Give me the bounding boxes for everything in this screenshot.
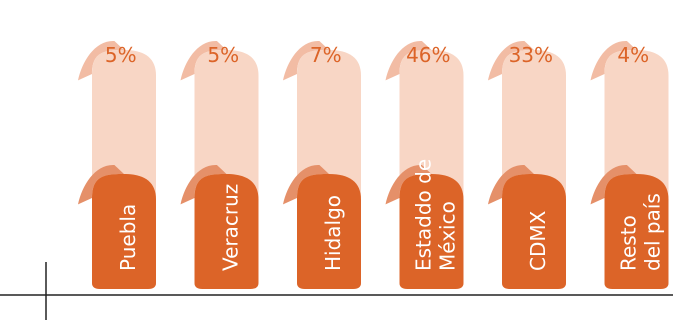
bar (297, 174, 361, 289)
bar-edge (590, 164, 637, 205)
bar-edge (385, 164, 432, 205)
category-label: Estaddo de México (412, 159, 460, 271)
category-label-line: Resto (617, 215, 641, 271)
value-label: 5% (105, 43, 137, 67)
category-label-line: México (436, 201, 460, 271)
bar-background-edge (590, 40, 637, 81)
bar-background-edge (283, 40, 329, 81)
category-label-line: Hidalgo (321, 195, 345, 271)
category-label-line: Estaddo de (412, 159, 436, 271)
bar-background-edge (180, 40, 227, 81)
category-label: CDMX (526, 210, 550, 271)
bar (194, 174, 259, 289)
category-label: Veracruz (219, 184, 243, 271)
value-label: 4% (617, 43, 649, 67)
bar-edge (180, 164, 227, 205)
bar-edge (283, 164, 329, 205)
category-label: Hidalgo (321, 195, 345, 271)
value-label: 5% (207, 43, 239, 67)
bar (502, 174, 566, 289)
bar (92, 174, 156, 289)
category-label-line: Veracruz (219, 184, 243, 271)
bar-edge (78, 164, 124, 205)
value-label: 33% (509, 43, 553, 67)
bar (604, 174, 669, 289)
bar (399, 174, 464, 289)
bar-background-edge (488, 40, 534, 81)
bar-edge (488, 164, 534, 205)
category-label-line: del país (641, 193, 665, 271)
category-label: Puebla (116, 204, 140, 271)
value-label: 46% (406, 43, 450, 67)
bar-background-edge (78, 40, 124, 81)
bar-background-edge (385, 40, 432, 81)
category-label-line: Puebla (116, 204, 140, 271)
category-label: Resto del país (617, 193, 665, 271)
category-label-line: CDMX (526, 210, 550, 271)
value-label: 7% (310, 43, 342, 67)
